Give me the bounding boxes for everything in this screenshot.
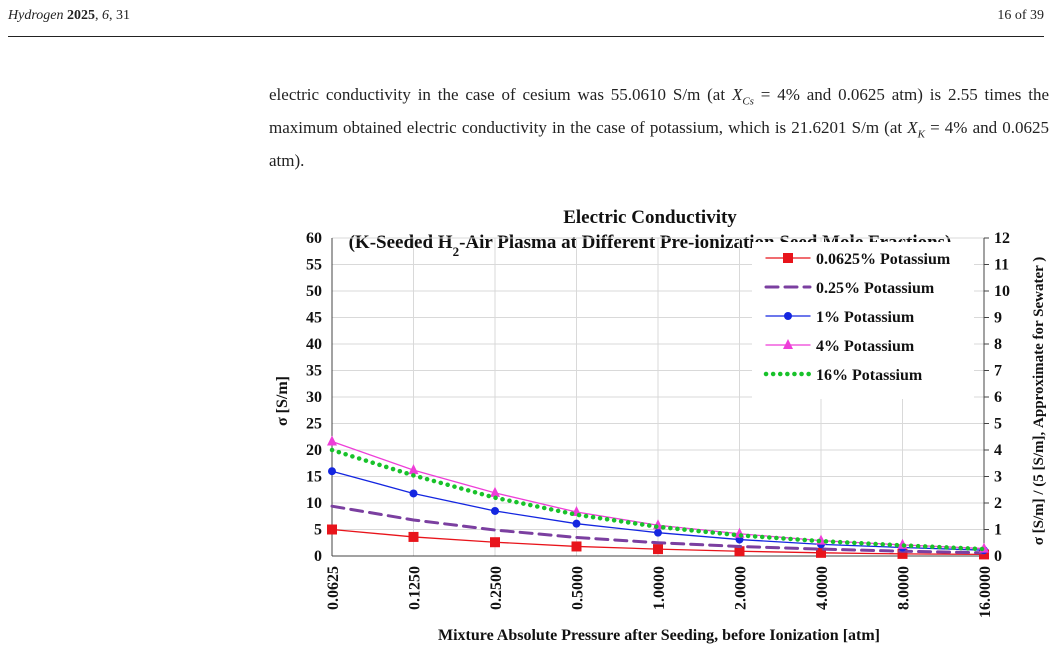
- body-paragraph: electric conductivity in the case of ces…: [269, 82, 1049, 173]
- y-tick-label: 40: [306, 336, 322, 353]
- x-tick-label: 4.0000: [814, 566, 831, 610]
- y-tick-label: 0: [314, 548, 322, 565]
- x-tick-label: 0.2500: [488, 566, 505, 610]
- y2-tick-label: 3: [994, 469, 1002, 486]
- square-marker: [653, 544, 663, 555]
- para-text-3: = 4% and 0.0625 atm).: [269, 117, 1049, 170]
- triangle-marker: [490, 486, 500, 497]
- circle-marker: [328, 467, 336, 476]
- square-marker: [783, 253, 793, 263]
- square-marker: [327, 524, 337, 535]
- y-tick-label: 60: [306, 230, 322, 247]
- y-tick-label: 10: [306, 495, 322, 512]
- legend-entry-label: 16% Potassium: [816, 367, 923, 384]
- y-tick-label: 45: [306, 310, 322, 327]
- square-marker: [897, 548, 908, 559]
- sub-k: K: [917, 128, 925, 141]
- x-axis-label: Mixture Absolute Pressure after Seeding,…: [438, 627, 880, 644]
- y-tick-label: 25: [306, 416, 322, 433]
- triangle-marker: [327, 435, 337, 446]
- page-number: 16 of 39: [997, 8, 1044, 23]
- x-tick-label: 0.1250: [407, 566, 424, 610]
- x-tick-label: 0.5000: [570, 566, 587, 610]
- legend-entry-label: 0.25% Potassium: [816, 280, 935, 297]
- circle-marker: [654, 528, 662, 537]
- y2-axis-label: σ [S/m] / (5 [S/m], Approximate for Sewa…: [1031, 257, 1047, 546]
- y2-tick-label: 6: [994, 389, 1002, 406]
- square-marker: [408, 531, 419, 542]
- triangle-marker: [783, 339, 793, 349]
- journal-citation: Hydrogen 2025, 6, 31: [8, 8, 130, 23]
- x-tick-label: 0.0625: [325, 566, 342, 610]
- var-x-k: X: [907, 117, 918, 137]
- y2-tick-label: 5: [994, 416, 1002, 433]
- circle-marker: [409, 489, 418, 498]
- circle-marker: [491, 506, 499, 515]
- x-tick-label: 8.0000: [896, 566, 913, 610]
- chart-title-line2-pre: (K-Seeded H: [349, 232, 453, 253]
- journal-year: 2025: [66, 8, 95, 23]
- y-tick-label: 55: [306, 257, 322, 274]
- square-marker: [816, 547, 826, 558]
- article-number: 31: [115, 8, 130, 23]
- chart-title-line2-sub: 2: [453, 244, 460, 259]
- journal-name: Hydrogen: [8, 8, 64, 23]
- legend-entry-label: 4% Potassium: [816, 338, 915, 355]
- page-header: Hydrogen 2025, 6, 31 16 of 39: [8, 6, 1044, 37]
- y2-tick-label: 1: [994, 522, 1002, 539]
- y2-tick-label: 0: [994, 548, 1002, 565]
- square-marker: [734, 546, 745, 557]
- sub-cs: Cs: [742, 95, 754, 108]
- y2-tick-label: 8: [994, 336, 1002, 353]
- chart-legend: 0.0625% Potassium 0.25% Potassium 1% Potas…: [752, 242, 974, 399]
- y-axis-label: σ [S/m]: [274, 376, 291, 426]
- y2-tick-label: 12: [994, 230, 1010, 247]
- y-tick-label: 5: [314, 522, 322, 539]
- square-marker: [571, 541, 582, 552]
- chart-title-line1: Electric Conductivity: [563, 207, 737, 228]
- y2-tick-label: 9: [994, 310, 1002, 327]
- y-tick-label: 15: [306, 469, 322, 486]
- y2-tick-label: 4: [994, 442, 1002, 459]
- circle-marker: [572, 519, 581, 528]
- journal-volume: 6: [101, 8, 109, 23]
- var-x-cs: X: [731, 85, 743, 104]
- x-tick-label: 1.0000: [651, 566, 668, 610]
- series-line-1: [330, 504, 986, 555]
- y2-tick-label: 2: [994, 495, 1002, 512]
- x-tick-label: 2.0000: [733, 566, 750, 610]
- y-tick-label: 50: [306, 283, 322, 300]
- triangle-marker: [408, 464, 419, 475]
- y-tick-label: 20: [306, 442, 322, 459]
- y-tick-label: 35: [306, 363, 322, 380]
- y2-tick-label: 11: [994, 257, 1009, 274]
- y-tick-label: 30: [306, 389, 322, 406]
- series-line-4: [329, 447, 987, 552]
- square-marker: [490, 537, 500, 548]
- legend-entry-label: 0.0625% Potassium: [816, 251, 951, 268]
- y2-tick-label: 10: [994, 283, 1010, 300]
- square-marker: [979, 549, 989, 560]
- circle-marker: [784, 312, 792, 320]
- para-text-2: = 4% and 0.0625 atm) is 2.55 times the m…: [269, 85, 1049, 137]
- legend-entry-label: 1% Potassium: [816, 309, 915, 326]
- y2-tick-label: 7: [994, 363, 1002, 380]
- x-tick-label: 16.0000: [977, 566, 994, 618]
- para-text-1: electric conductivity in the case of ces…: [269, 85, 732, 104]
